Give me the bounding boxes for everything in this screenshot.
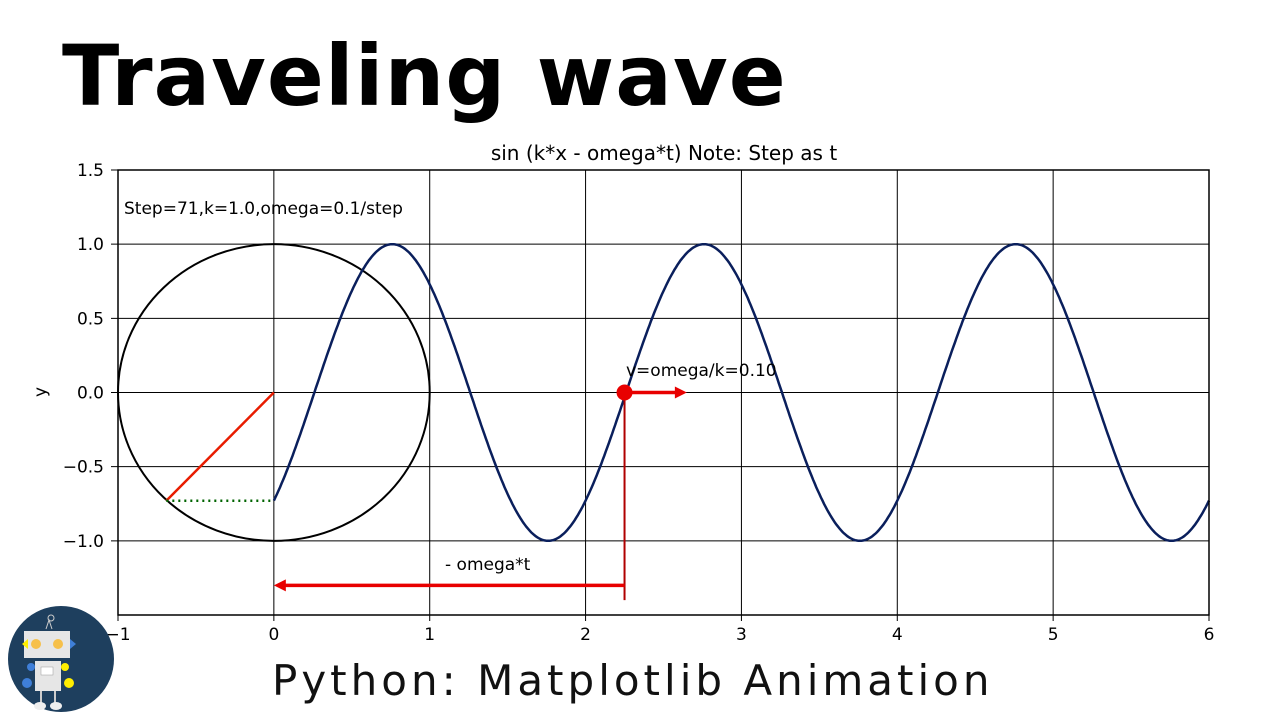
params-annotation: Step=71,k=1.0,omega=0.1/step bbox=[124, 199, 403, 219]
x-tick-label: 4 bbox=[892, 625, 903, 645]
radius-line bbox=[165, 391, 275, 502]
y-tick-label: 0.0 bbox=[77, 384, 104, 404]
x-tick-label: −1 bbox=[105, 625, 130, 645]
x-tick-label: 2 bbox=[580, 625, 591, 645]
y-tick-label: −0.5 bbox=[63, 458, 104, 478]
x-tick-label: 3 bbox=[736, 625, 747, 645]
overlay-caption: Python: Matplotlib Animation bbox=[272, 656, 994, 705]
robot-logo bbox=[8, 606, 114, 712]
phase-annotation: - omega*t bbox=[445, 555, 531, 575]
y-axis-label: y bbox=[31, 387, 51, 397]
x-tick-label: 5 bbox=[1048, 625, 1059, 645]
x-tick-label: 6 bbox=[1204, 625, 1215, 645]
y-tick-label: 1.0 bbox=[77, 235, 104, 255]
x-tick-label: 1 bbox=[424, 625, 435, 645]
x-tick-label: 0 bbox=[268, 625, 279, 645]
chart-title: sin (k*x - omega*t) Note: Step as t bbox=[491, 141, 838, 165]
y-tick-label: −1.0 bbox=[63, 532, 104, 552]
velocity-arrow-head bbox=[674, 386, 687, 399]
wave-marker-point bbox=[616, 384, 633, 401]
grid bbox=[111, 169, 1210, 621]
ticks: −1 0 1 2 3 4 5 6 −1.0 −0.5 0.0 0.5 1.0 1.5 bbox=[63, 161, 1215, 645]
y-tick-label: 1.5 bbox=[77, 161, 104, 181]
marks bbox=[117, 242, 1211, 601]
velocity-annotation: v=omega/k=0.10 bbox=[626, 361, 777, 381]
wave-line bbox=[272, 242, 1211, 543]
headline-title: Traveling wave bbox=[62, 27, 787, 125]
y-tick-label: 0.5 bbox=[77, 309, 104, 329]
phase-arrow-head bbox=[273, 579, 286, 592]
plot-frame bbox=[117, 169, 1210, 616]
